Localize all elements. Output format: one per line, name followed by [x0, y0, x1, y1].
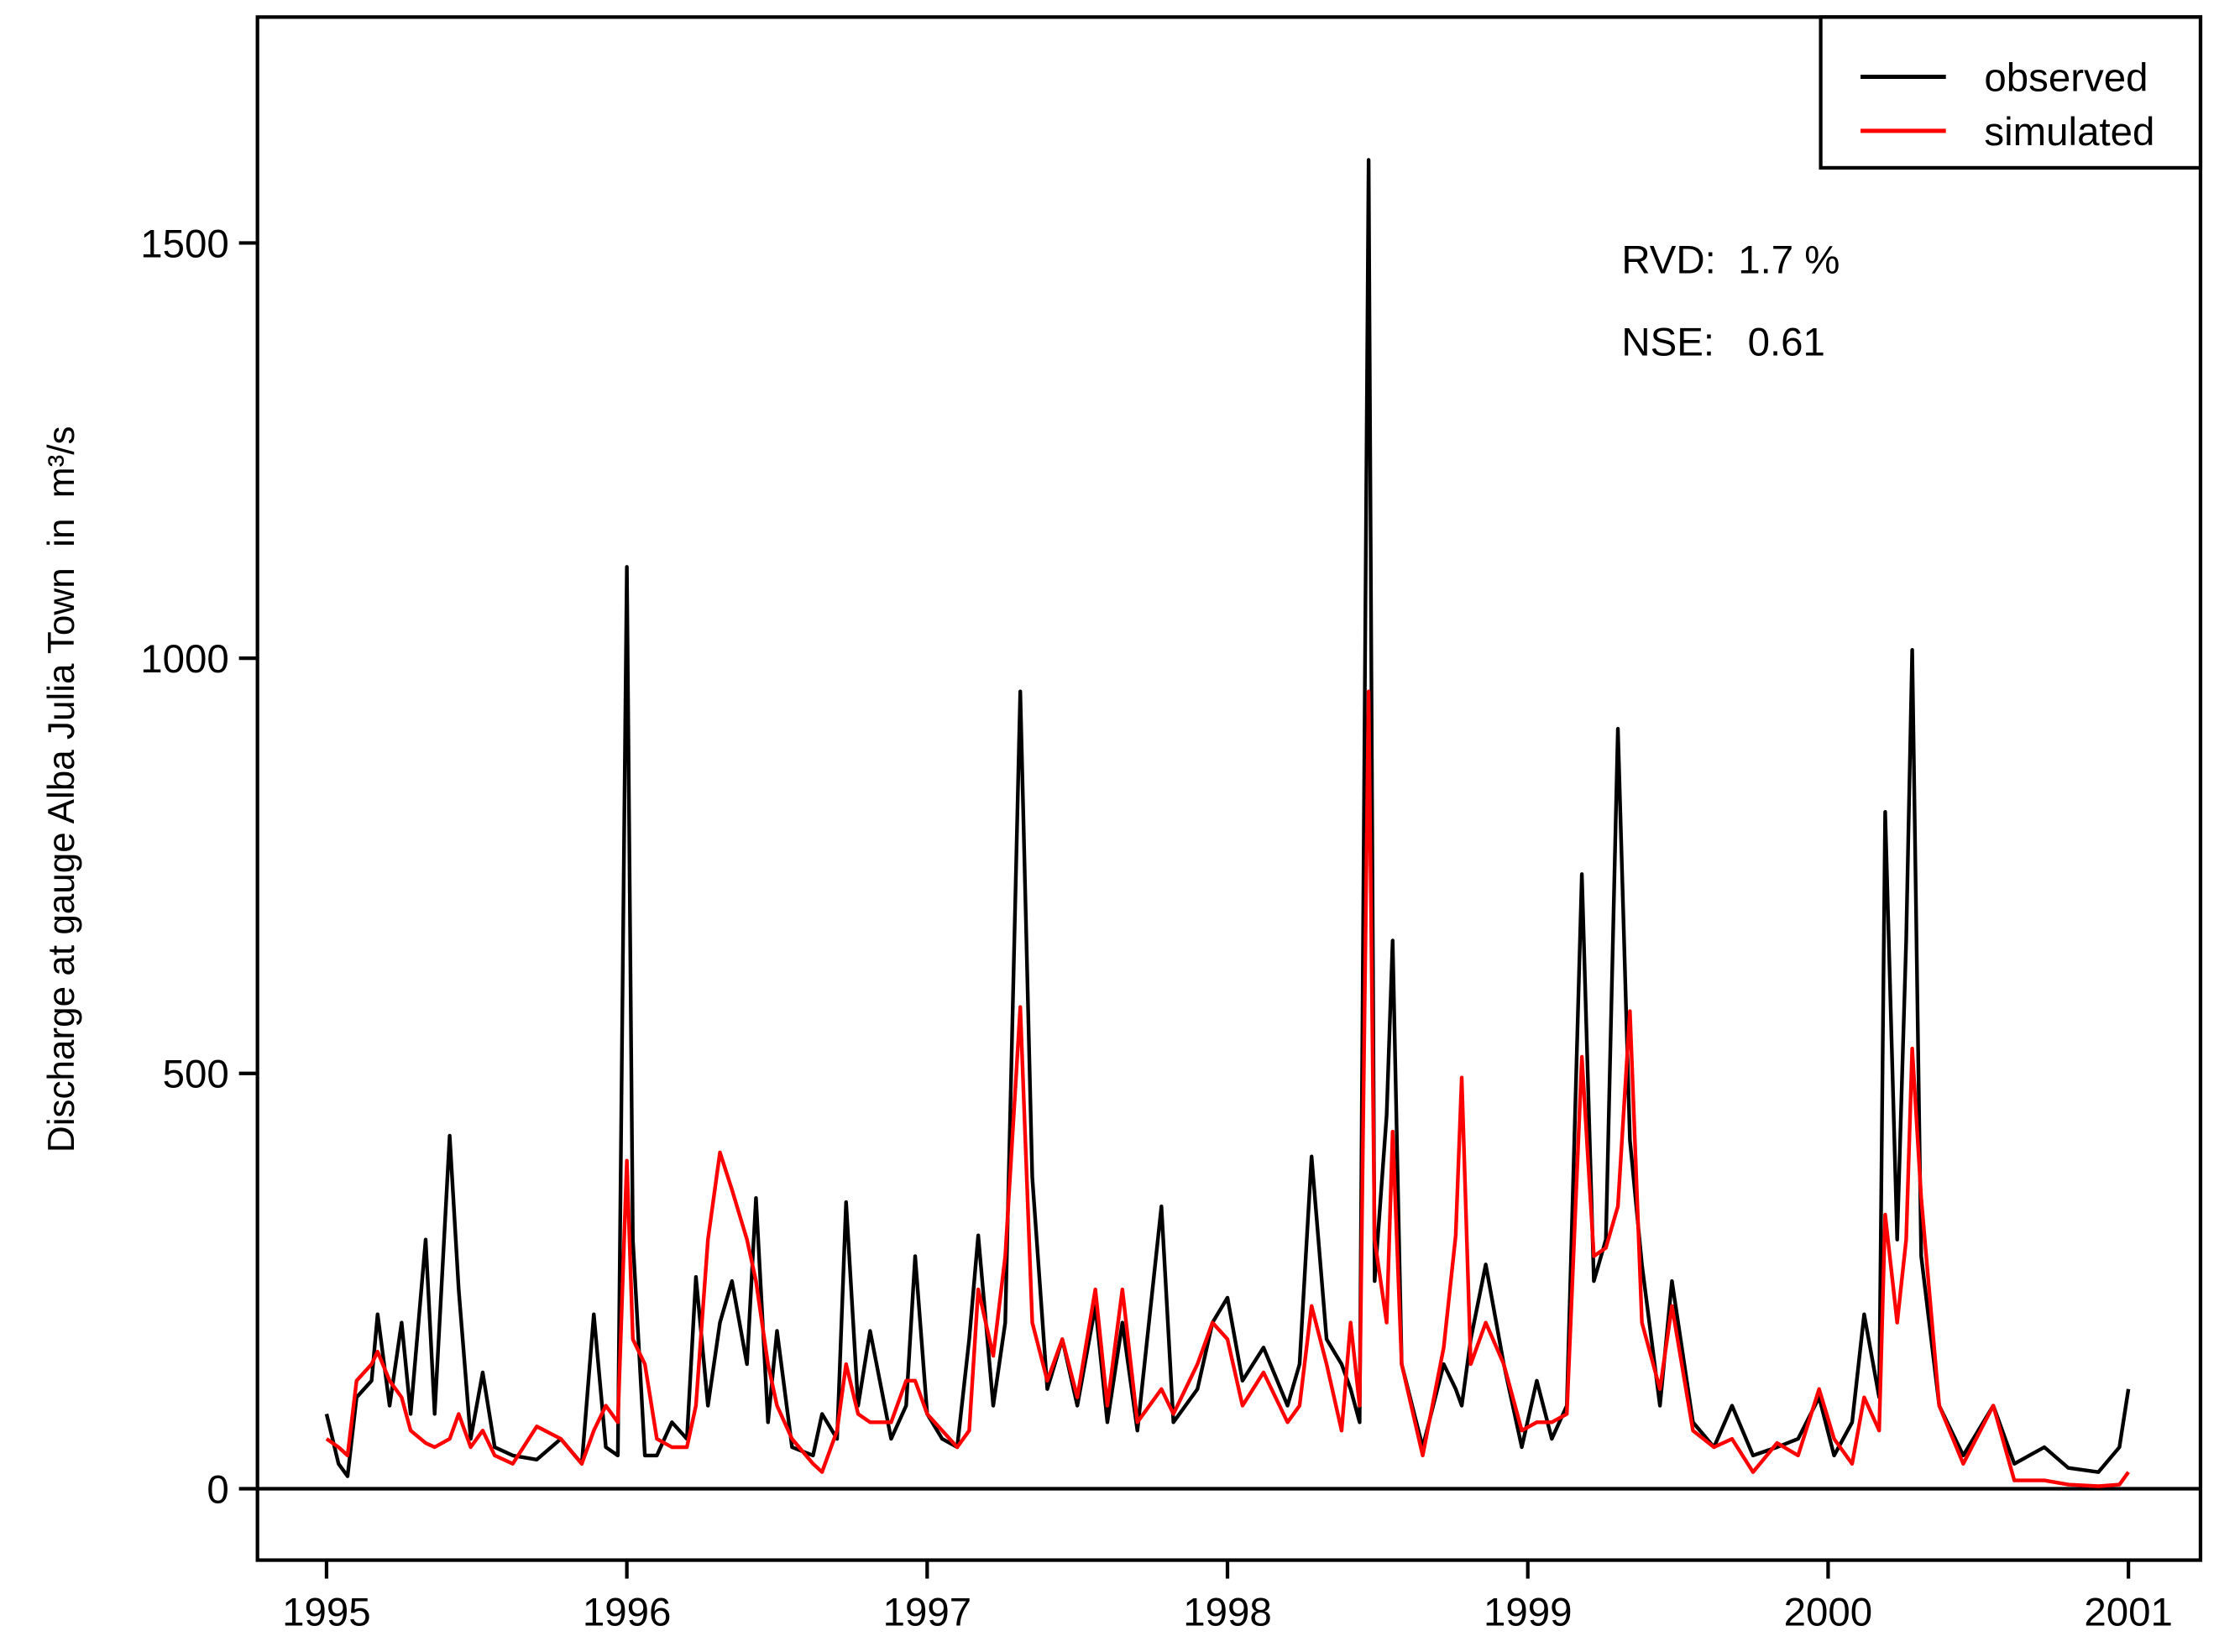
legend-label: simulated: [1984, 110, 2154, 154]
legend-box: [1819, 15, 2203, 170]
y-axis-label: Discharge at gauge Alba Julia Town in m³…: [41, 426, 82, 1153]
y-tick-label: 1500: [140, 222, 228, 266]
data-line: [324, 158, 2131, 1478]
x-tick-label: 1998: [1183, 1590, 1272, 1634]
y-tick-label: 1000: [140, 637, 228, 682]
y-tick-label: 500: [163, 1053, 229, 1097]
y-tick-label: 0: [207, 1467, 228, 1512]
annotation: RVD: 1.7 %: [1621, 238, 1840, 282]
legend-label: observed: [1984, 55, 2148, 100]
x-tick-label: 2000: [1784, 1590, 1873, 1634]
x-tick-label: 1996: [583, 1590, 672, 1634]
data-line: [325, 689, 2130, 1488]
annotation: NSE: 0.61: [1621, 321, 1825, 365]
x-tick-label: 1997: [883, 1590, 972, 1634]
x-tick-label: 1999: [1484, 1590, 1573, 1634]
x-tick-label: 1995: [282, 1590, 371, 1634]
x-tick-label: 2001: [2084, 1590, 2173, 1634]
